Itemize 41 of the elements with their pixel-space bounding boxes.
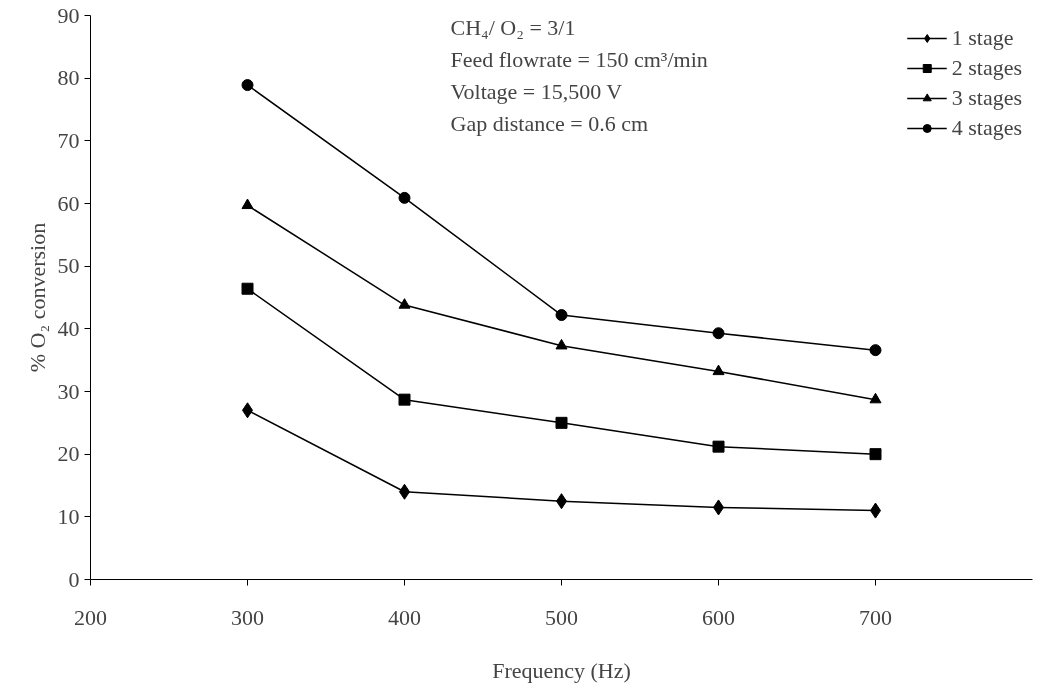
y-tick-label: 90 (57, 2, 80, 28)
annotation: CH₄/ O₂ = 3/1 (450, 14, 576, 40)
point (869, 344, 882, 357)
legend-label: 4 stages (951, 115, 1022, 141)
x-tick-label: 300 (231, 604, 264, 630)
y-tick-label: 50 (57, 253, 80, 279)
y-axis-title: % O₂ conversion (24, 222, 50, 373)
y-tick-label: 80 (57, 65, 80, 91)
x-tick-label: 400 (388, 604, 421, 630)
point (398, 298, 411, 309)
legend-label: 1 stage (951, 25, 1014, 51)
x-tick-label: 200 (74, 604, 107, 630)
annotation: Voltage = 15,500 V (450, 78, 623, 104)
point (712, 327, 725, 340)
y-tick-label: 40 (57, 315, 80, 341)
annotation: Gap distance = 0.6 cm (450, 110, 649, 136)
point (398, 393, 411, 406)
x-tick-label: 700 (859, 604, 892, 630)
point (241, 79, 254, 92)
y-tick-label: 70 (57, 127, 80, 153)
y-tick-label: 20 (57, 441, 80, 467)
x-axis-title: Frequency (Hz) (492, 657, 631, 683)
x-tick-label: 500 (545, 604, 578, 630)
point (555, 416, 568, 429)
legend-label: 2 stages (951, 55, 1022, 81)
point (555, 338, 568, 350)
annotation: Feed flowrate = 150 cm³/min (450, 46, 708, 72)
point (241, 198, 254, 210)
y-tick-label: 0 (68, 566, 80, 592)
point (555, 309, 568, 322)
point (398, 191, 411, 204)
point (869, 392, 882, 404)
point (712, 440, 725, 453)
point (869, 448, 882, 461)
y-tick-label: 60 (57, 190, 80, 216)
point (712, 364, 725, 376)
y-tick-label: 10 (57, 503, 80, 529)
y-tick-label: 30 (57, 378, 80, 404)
point (241, 282, 254, 295)
legend-label: 3 stages (951, 85, 1022, 111)
x-tick-label: 600 (702, 604, 735, 630)
